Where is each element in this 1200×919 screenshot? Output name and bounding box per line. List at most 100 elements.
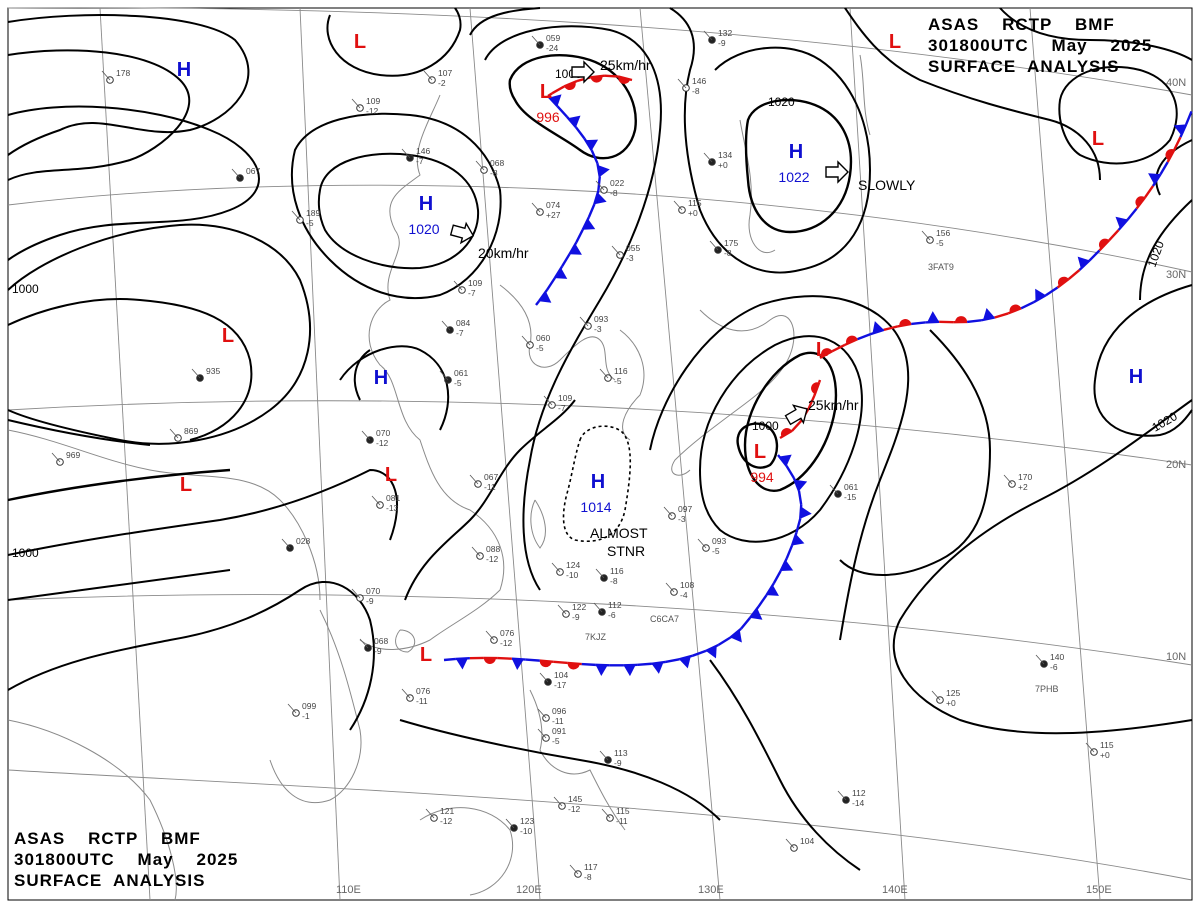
station-plot: 115+0 <box>673 198 702 218</box>
longitude-line-130e <box>639 7 721 901</box>
cold-front-segment <box>740 617 751 630</box>
station-plot: 175-8 <box>709 238 738 258</box>
station-pressure: 093 <box>712 536 726 546</box>
station-pressure: 113 <box>614 748 628 758</box>
station-tendency: -12 <box>500 638 513 648</box>
station-plot: 028 <box>281 536 310 552</box>
motion-speed-label: 25km/hr <box>600 57 651 73</box>
station-pressure: 061 <box>454 368 468 378</box>
wind-barb <box>931 690 941 701</box>
station-pressure: 121 <box>440 806 454 816</box>
station-plot: 068-8 <box>475 158 504 178</box>
wind-barb <box>423 70 433 81</box>
coast-kamchatka <box>859 54 871 136</box>
warm-front-segment <box>497 656 512 660</box>
station-pressure: 074 <box>546 200 560 210</box>
cold-front-tooth <box>651 662 664 674</box>
station-plot: 189-5 <box>291 208 320 228</box>
cold-front-segment <box>911 321 926 326</box>
cold-front-segment <box>765 582 775 596</box>
station-plot: 061-5 <box>439 368 468 388</box>
station-tendency: -9 <box>366 596 374 606</box>
coast-borneo <box>419 807 514 896</box>
fronts <box>443 74 1193 677</box>
station-plot: 132-9 <box>703 28 732 48</box>
ship-id: 3FAT9 <box>928 262 954 272</box>
isobar <box>404 399 576 601</box>
station-plot: 061-15 <box>829 482 858 502</box>
coast-korea <box>499 284 616 381</box>
warm-front-segment <box>1108 229 1120 242</box>
motion-vectors: 25km/hr 20km/hr SLOWLY 25km/hr <box>449 57 916 426</box>
station-pressure: 115 <box>688 198 702 208</box>
station-pressure: 076 <box>416 686 430 696</box>
cold-front-tooth <box>983 308 995 321</box>
station-plot: 116-8 <box>595 566 624 586</box>
wind-barb <box>101 70 111 81</box>
wind-barb <box>709 240 719 251</box>
cold-front-tooth <box>679 656 691 669</box>
isobar <box>1155 139 1193 196</box>
central-pressure-value: 1022 <box>778 169 809 185</box>
station-plot: 055-3 <box>611 243 640 263</box>
cold-front-segment <box>678 654 694 661</box>
wind-barb <box>599 368 609 379</box>
wind-barb <box>539 672 549 683</box>
station-tendency: -12 <box>366 106 379 116</box>
station-pressure: 178 <box>116 68 130 78</box>
warm-front-bump <box>1098 238 1110 250</box>
cold-front-segment <box>535 300 540 306</box>
station-tendency: -7 <box>416 156 424 166</box>
station-plot: 140-6 <box>1035 652 1064 672</box>
wind-barb <box>505 818 515 829</box>
cold-front-segment <box>1045 286 1059 297</box>
station-tendency: -9 <box>572 612 580 622</box>
warm-front-segment <box>883 325 898 332</box>
warm-front-bump <box>899 318 912 327</box>
station-tendency: +0 <box>718 160 728 170</box>
station-plot: 121-12 <box>425 806 454 826</box>
high-pressure-marker: H <box>591 471 605 493</box>
wind-barb <box>837 790 847 801</box>
cold-front-segment <box>1185 110 1193 125</box>
low-pressure-marker: L <box>754 441 766 463</box>
station-plot: 096-11 <box>537 706 566 726</box>
cold-front-segment <box>575 229 584 243</box>
station-plot: 178 <box>101 68 130 84</box>
cold-front-tooth <box>800 506 812 519</box>
wind-barb <box>169 428 179 439</box>
station-plot: 116-5 <box>599 366 628 386</box>
station-pressure: 109 <box>558 393 572 403</box>
station-tendency: -6 <box>608 610 616 620</box>
station-plot: 067-11 <box>469 472 498 492</box>
cold-front-segment <box>797 490 803 505</box>
low-pressure-marker: L <box>180 474 192 496</box>
wind-barb <box>599 750 609 761</box>
ship-id: 7PHB <box>1035 684 1059 694</box>
station-tendency: -5 <box>306 218 314 228</box>
wind-barb <box>351 588 361 599</box>
wind-barb <box>281 538 291 549</box>
cold-front-tooth <box>585 139 599 151</box>
cold-front-tooth <box>1148 173 1161 185</box>
station-pressure: 088 <box>486 544 500 554</box>
station-tendency: -11 <box>616 816 628 826</box>
station-tendency: -9 <box>718 38 726 48</box>
low-pressure-marker: L <box>889 31 901 53</box>
station-plot: 093-5 <box>697 536 726 556</box>
station-pressure: 115 <box>1100 740 1114 750</box>
station-plot: 109-7 <box>453 278 482 298</box>
station-pressure: 028 <box>296 536 310 546</box>
cold-front-segment <box>537 289 549 302</box>
station-tendency: -12 <box>440 816 453 826</box>
cold-front-segment <box>799 504 803 519</box>
isobar <box>709 659 861 871</box>
cold-front-tooth <box>705 645 717 659</box>
station-tendency: -10 <box>566 570 579 580</box>
cold-front-tooth <box>750 608 763 620</box>
isobar <box>484 25 662 591</box>
longitude-line-150e <box>1029 7 1101 901</box>
warm-front-segment <box>1173 136 1182 151</box>
isobar <box>399 719 721 821</box>
